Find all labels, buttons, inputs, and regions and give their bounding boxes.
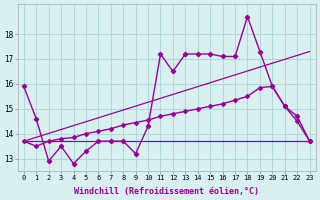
- X-axis label: Windchill (Refroidissement éolien,°C): Windchill (Refroidissement éolien,°C): [74, 187, 259, 196]
